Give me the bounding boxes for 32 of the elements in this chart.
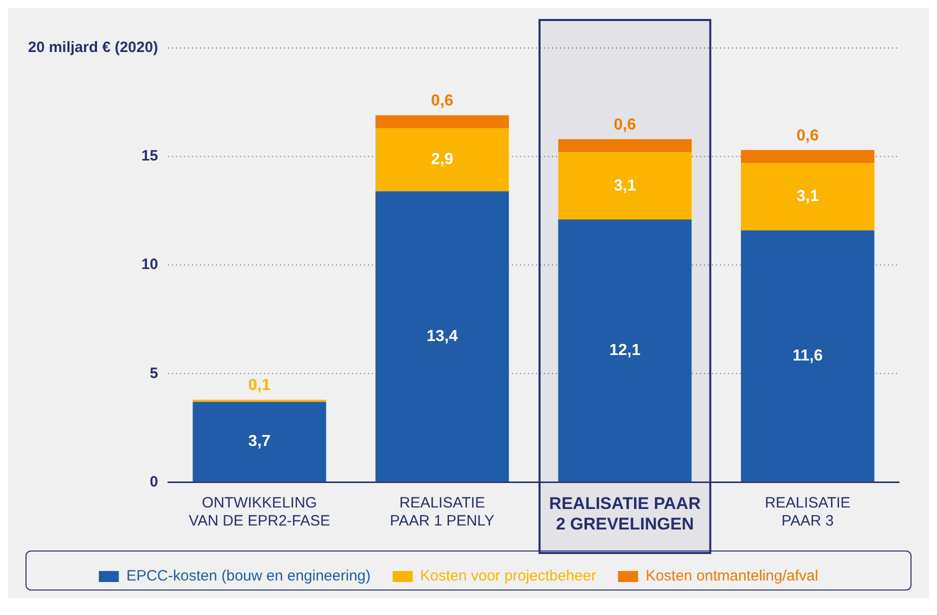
data-label: 13,4 xyxy=(426,328,458,345)
data-label: 2,9 xyxy=(431,151,454,168)
x-tick-label: REALISATIE PAAR 2 GREVELINGEN xyxy=(549,494,701,534)
bar xyxy=(192,402,326,482)
bar xyxy=(375,115,509,128)
data-label: 0,1 xyxy=(248,377,271,394)
x-tick-label: REALISATIE PAAR 3 xyxy=(764,494,850,530)
data-label: 0,6 xyxy=(431,92,454,110)
data-label: 11,6 xyxy=(792,347,823,364)
legend-label: Kosten voor projectbeheer xyxy=(420,568,596,585)
y-tick-label: 5 xyxy=(150,364,158,382)
data-label: 3,7 xyxy=(248,433,271,450)
bar xyxy=(558,139,692,152)
y-tick-label: 0 xyxy=(150,473,158,490)
x-tick-label: ONTWIKKELING VAN DE EPR2-FASE xyxy=(188,494,330,530)
data-label: 12,1 xyxy=(609,342,641,360)
data-label: 3,1 xyxy=(796,188,819,206)
bar xyxy=(375,191,509,482)
legend-label: EPCC-kosten (bouw en engineering) xyxy=(126,568,371,585)
bar xyxy=(740,163,874,230)
y-tick-label: 20 miljard € (2020) xyxy=(28,39,158,56)
x-tick-label: REALISATIE PAAR 1 PENLY xyxy=(390,494,494,530)
data-label: 0,6 xyxy=(796,127,819,144)
data-label: 0,6 xyxy=(614,116,636,134)
bar xyxy=(558,152,692,220)
bar xyxy=(740,230,874,482)
data-label: 3,1 xyxy=(614,177,636,194)
bar xyxy=(740,150,874,164)
y-tick-label: 10 xyxy=(141,256,158,274)
bar xyxy=(375,128,509,192)
legend-label: Kosten ontmanteling/afval xyxy=(646,568,818,585)
y-tick-label: 15 xyxy=(141,148,158,165)
